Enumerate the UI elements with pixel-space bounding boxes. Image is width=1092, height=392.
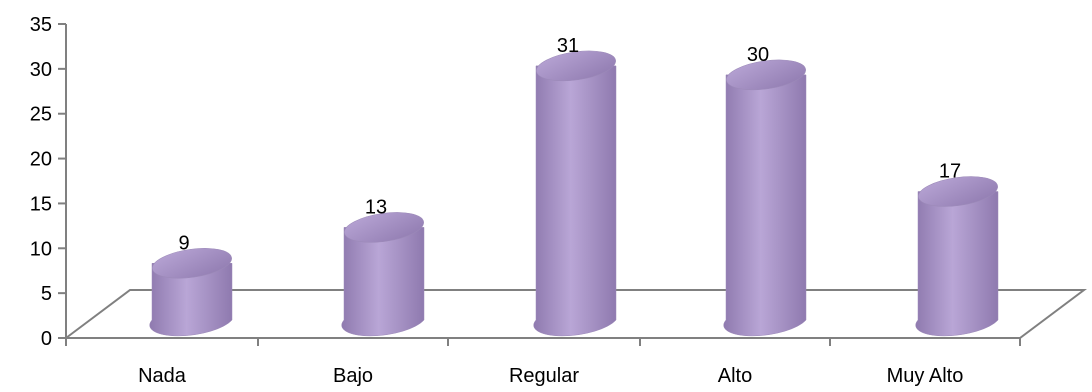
y-tick-label: 0 <box>41 328 52 350</box>
bar-top <box>536 50 616 82</box>
data-label: 13 <box>365 196 387 218</box>
y-tick-label: 35 <box>30 14 52 36</box>
bar-regular <box>533 50 617 337</box>
data-label: 17 <box>939 160 961 182</box>
category-label: Muy Alto <box>887 365 964 387</box>
bar-body <box>723 74 807 337</box>
bar-top <box>726 59 806 91</box>
category-label: Nada <box>138 365 187 387</box>
bar-muy-alto <box>915 176 999 337</box>
labels: 9 Nada 13 Bajo 31 Regular 30 Alto 17 Muy Alto <box>138 35 963 387</box>
bar-body <box>533 65 617 337</box>
bars <box>149 50 999 337</box>
bar-top <box>918 176 998 207</box>
y-tick-label: 10 <box>30 238 52 260</box>
y-tick-label: 20 <box>30 149 52 171</box>
bar-top <box>152 248 232 279</box>
y-tick-label: 5 <box>41 283 52 305</box>
category-label: Regular <box>509 365 579 387</box>
y-tick-label: 15 <box>30 193 52 215</box>
y-tick-label: 25 <box>30 104 52 126</box>
data-label: 30 <box>747 44 769 66</box>
bar-alto <box>723 59 807 337</box>
bar-bajo <box>341 212 425 337</box>
bar-body <box>915 191 999 337</box>
category-label: Bajo <box>333 365 373 387</box>
category-label: Alto <box>718 365 752 387</box>
bar-top <box>344 212 424 243</box>
bar-nada <box>149 248 233 337</box>
y-axis-ticks: 0 5 10 15 20 25 30 35 <box>30 14 66 350</box>
y-tick-label: 30 <box>30 59 52 81</box>
bar-body <box>341 227 425 337</box>
bar-body <box>149 263 233 337</box>
data-label: 9 <box>178 232 189 254</box>
data-label: 31 <box>557 35 579 57</box>
